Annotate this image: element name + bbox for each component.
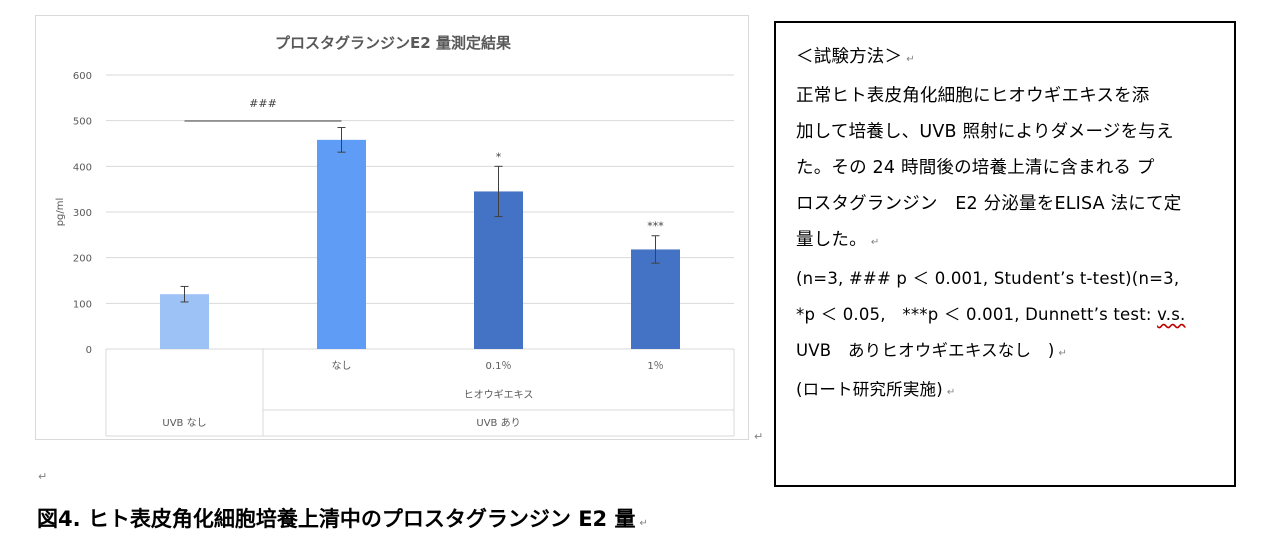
y-tick-label: 400 <box>73 162 92 173</box>
test-method-box: ＜試験方法＞ ↵ 正常ヒト表皮角化細胞にヒオウギエキスを添 加して培養し、UVB … <box>774 21 1236 487</box>
y-tick-label: 300 <box>73 208 92 219</box>
y-tick-label: 0 <box>86 345 92 356</box>
y-tick-label: 200 <box>73 254 92 265</box>
method-text-line: 量した。 ↵ <box>796 230 880 250</box>
figure-caption: 図4. ヒト表皮角化細胞培養上清中のプロスタグランジン E2 量 ↵ <box>37 507 648 531</box>
y-tick-label: 600 <box>73 71 92 82</box>
vs-text: v.s. <box>1157 305 1186 324</box>
x-tick-label: 1％ <box>647 361 663 372</box>
method-stats-line: UVB ありヒオウギエキスなし ) ↵ <box>796 341 1068 360</box>
group-label: ヒオウギエキス <box>464 389 534 401</box>
y-axis-label: pg/ml <box>55 198 66 227</box>
bar <box>160 294 209 349</box>
method-text-line: 正常ヒト表皮角化細胞にヒオウギエキスを添 <box>796 86 1150 106</box>
method-text-line: 加して培養し、UVB 照射によりダメージを与え <box>796 122 1174 142</box>
y-tick-label: 500 <box>73 117 92 128</box>
bar-chart: プロスタグランジンE2 量測定結果 0 100 200 300 400 500 600 pg/m… <box>55 34 735 437</box>
method-stats-line: *p ＜ 0.05, ***p ＜ 0.001, Dunnett’s test:… <box>796 305 1186 324</box>
chart-title: プロスタグランジンE2 量測定結果 <box>275 34 512 52</box>
bracket-label: ### <box>249 97 277 110</box>
bar <box>474 191 523 349</box>
significance-label: *** <box>647 220 664 233</box>
x-tick-label: 0.1％ <box>486 361 512 372</box>
method-stats-line: (n=3, ### p ＜ 0.001, Student’s t-test)(n… <box>796 269 1180 288</box>
bar <box>631 249 680 349</box>
paragraph-mark: ↵ <box>754 430 764 443</box>
method-heading: ＜試験方法＞ ↵ <box>796 47 915 67</box>
x-tick-label: なし <box>332 360 352 372</box>
uvb-group-label: UVB なし <box>162 417 206 429</box>
method-credit-line: (ロート研究所実施) ↵ <box>796 380 956 399</box>
y-tick-label: 100 <box>73 299 92 310</box>
chart-panel: プロスタグランジンE2 量測定結果 0 100 200 300 400 500 600 pg/m… <box>35 15 749 440</box>
method-text-line: ロスタグランジン E2 分泌量をELISA 法にて定 <box>796 194 1182 214</box>
uvb-group-label: UVB あり <box>476 417 520 429</box>
bar <box>317 139 366 349</box>
significance-label: * <box>496 150 502 163</box>
method-text-line: た。その 24 時間後の培養上清に含まれる プ <box>796 158 1155 178</box>
paragraph-mark: ↵ <box>38 470 48 483</box>
